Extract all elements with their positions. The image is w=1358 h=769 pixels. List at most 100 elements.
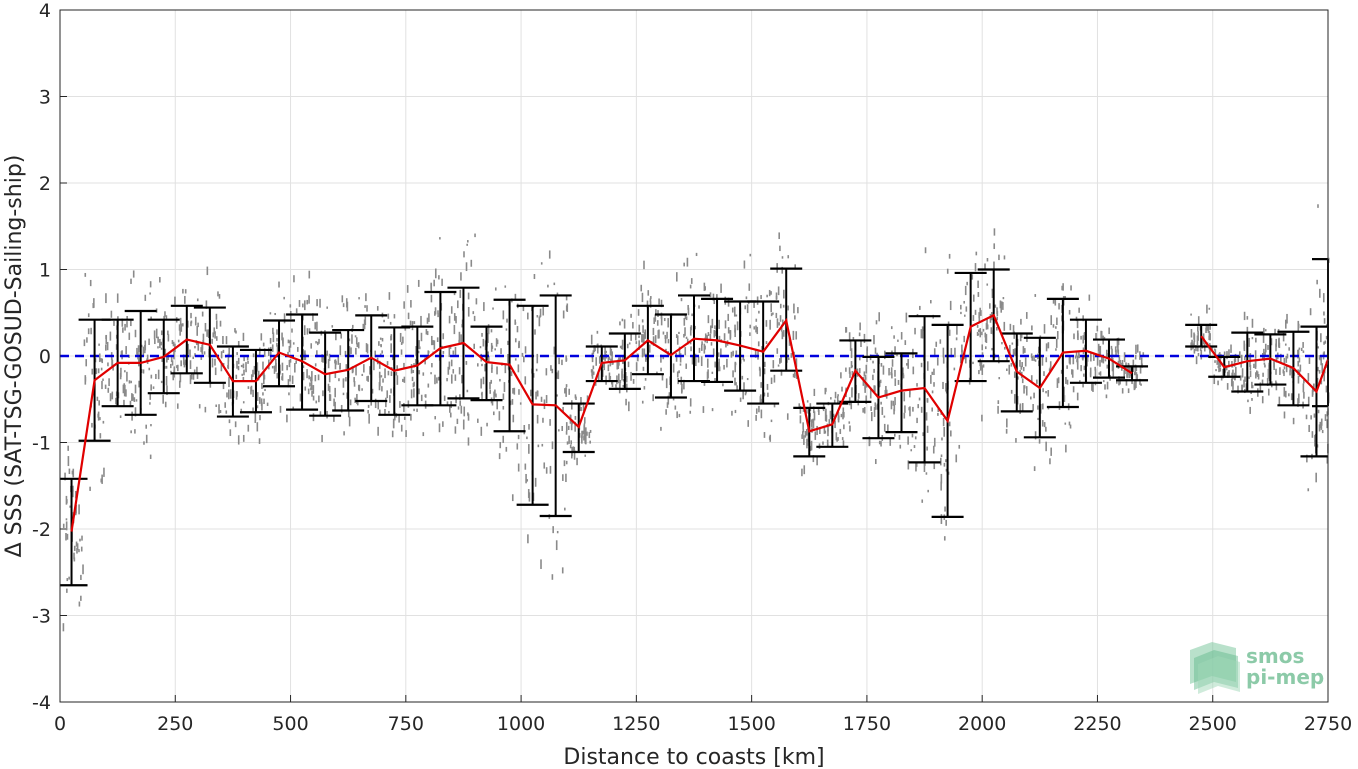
scatter-point [981,352,984,356]
scatter-point [102,378,104,381]
scatter-point [907,460,910,470]
scatter-point [1321,363,1324,374]
scatter-point [873,368,875,373]
scatter-point [449,345,452,349]
scatter-point [491,400,494,406]
scatter-point [1201,339,1204,345]
scatter-point [410,300,412,308]
scatter-point [211,358,214,368]
scatter-point [283,313,286,324]
scatter-point [923,462,926,473]
scatter-point [190,373,193,380]
scatter-point [157,369,160,380]
smos-pi-mep-logo: smos pi-mep [1190,642,1324,694]
scatter-point [1105,349,1108,357]
scatter-point [829,410,832,420]
scatter-point [1270,384,1273,388]
scatter-point [1116,380,1118,384]
scatter-point [1082,335,1085,344]
scatter-point [487,333,489,343]
scatter-point [182,288,184,294]
scatter-point [350,347,352,354]
scatter-point [150,316,152,321]
scatter-point [781,256,784,259]
scatter-point [972,361,974,365]
scatter-point [453,324,456,335]
scatter-point [998,377,1001,380]
scatter-point [1030,396,1032,400]
scatter-point [963,300,965,304]
scatter-point [1096,357,1099,366]
scatter-point [267,347,270,356]
scatter-point [418,370,421,375]
scatter-point [776,348,779,354]
scatter-point [806,400,809,403]
scatter-point [73,545,76,551]
scatter-point [900,332,903,340]
scatter-point [390,343,392,353]
scatter-point [1324,340,1327,344]
scatter-point [417,279,420,287]
scatter-point [516,326,519,333]
scatter-point [591,357,594,363]
scatter-point [981,414,983,422]
scatter-point [920,406,923,413]
scatter-point [279,405,282,413]
scatter-point [794,264,796,270]
x-tick-label: 750 [388,713,424,735]
scatter-point [641,400,644,404]
scatter-point [431,363,433,368]
scatter-point [897,379,900,385]
scatter-point [442,333,445,340]
scatter-point [1066,365,1068,369]
scatter-point [787,305,789,311]
scatter-point [271,366,274,369]
scatter-point [582,402,585,411]
scatter-point [792,373,795,378]
scatter-point [111,391,114,400]
scatter-point [128,332,131,340]
scatter-point [1249,370,1252,378]
scatter-point [683,318,686,326]
scatter-point [260,398,263,406]
scatter-point [850,361,853,369]
scatter-point [418,340,420,350]
scatter-point [761,346,763,353]
scatter-point [291,328,293,333]
scatter-point [452,369,455,374]
scatter-point [453,313,456,321]
scatter-point [906,363,908,366]
scatter-point [724,320,727,329]
scatter-point [619,356,622,361]
scatter-point [409,320,412,326]
scatter-point [454,346,457,356]
scatter-point [1297,349,1299,359]
scatter-point [940,514,943,524]
scatter-point [1031,356,1034,361]
scatter-point [622,384,625,388]
scatter-point [1063,386,1065,397]
scatter-point [99,417,101,421]
scatter-point [308,328,311,333]
scatter-point [757,341,760,347]
scatter-point [993,243,996,250]
scatter-point [609,346,612,356]
scatter-point [649,301,652,308]
scatter-point [100,367,103,371]
scatter-point [916,417,918,424]
scatter-point [1240,363,1242,368]
scatter-point [574,421,576,432]
scatter-point [1219,367,1222,372]
scatter-point [769,319,771,330]
scatter-point [790,353,793,358]
scatter-point [731,307,734,313]
scatter-point [556,394,558,397]
scatter-point [874,385,876,393]
scatter-point [260,333,263,341]
scatter-point [655,309,657,315]
scatter-point [500,348,502,354]
scatter-point [234,328,236,333]
scatter-point [206,266,209,276]
scatter-point [1021,362,1023,368]
scatter-point [150,374,153,379]
